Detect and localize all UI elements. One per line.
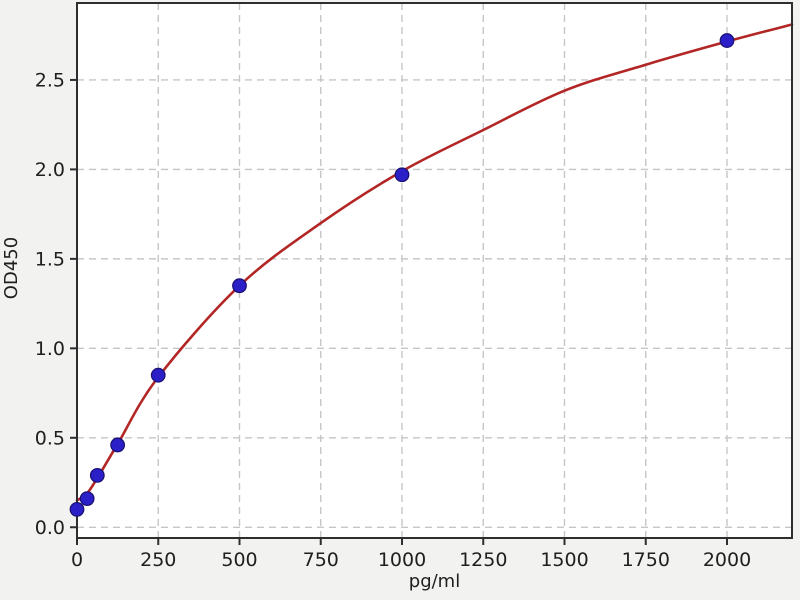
- y-tick-label: 0.5: [35, 427, 65, 449]
- data-point: [719, 33, 735, 48]
- data-point: [150, 367, 166, 383]
- data-point: [89, 467, 105, 483]
- x-tick-label: 250: [140, 549, 176, 571]
- y-tick-label: 2.0: [35, 159, 65, 181]
- x-axis-label: pg/ml: [408, 571, 461, 592]
- x-tick-label: 1250: [459, 549, 507, 571]
- data-point: [69, 501, 85, 517]
- plot-spines: [76, 2, 793, 539]
- y-tick-label: 1.0: [35, 338, 65, 360]
- data-point: [232, 278, 247, 294]
- x-tick-label: 1750: [622, 549, 670, 571]
- x-tick-label: 750: [303, 549, 339, 571]
- y-axis-label: OD450: [1, 236, 22, 300]
- x-tick-label: 1500: [540, 549, 588, 571]
- x-tick-label: 1000: [378, 549, 426, 571]
- y-tick-label: 2.5: [35, 69, 65, 91]
- x-tick-label: 0: [71, 549, 83, 571]
- x-tick-label: 2000: [703, 549, 751, 571]
- x-tick-label: 500: [221, 549, 257, 571]
- data-point: [394, 167, 410, 183]
- y-tick-label: 1.5: [35, 248, 65, 270]
- data-point: [79, 491, 95, 507]
- plot-area: [77, 3, 792, 538]
- y-tick-label: 0.0: [35, 517, 65, 539]
- data-point: [110, 437, 126, 453]
